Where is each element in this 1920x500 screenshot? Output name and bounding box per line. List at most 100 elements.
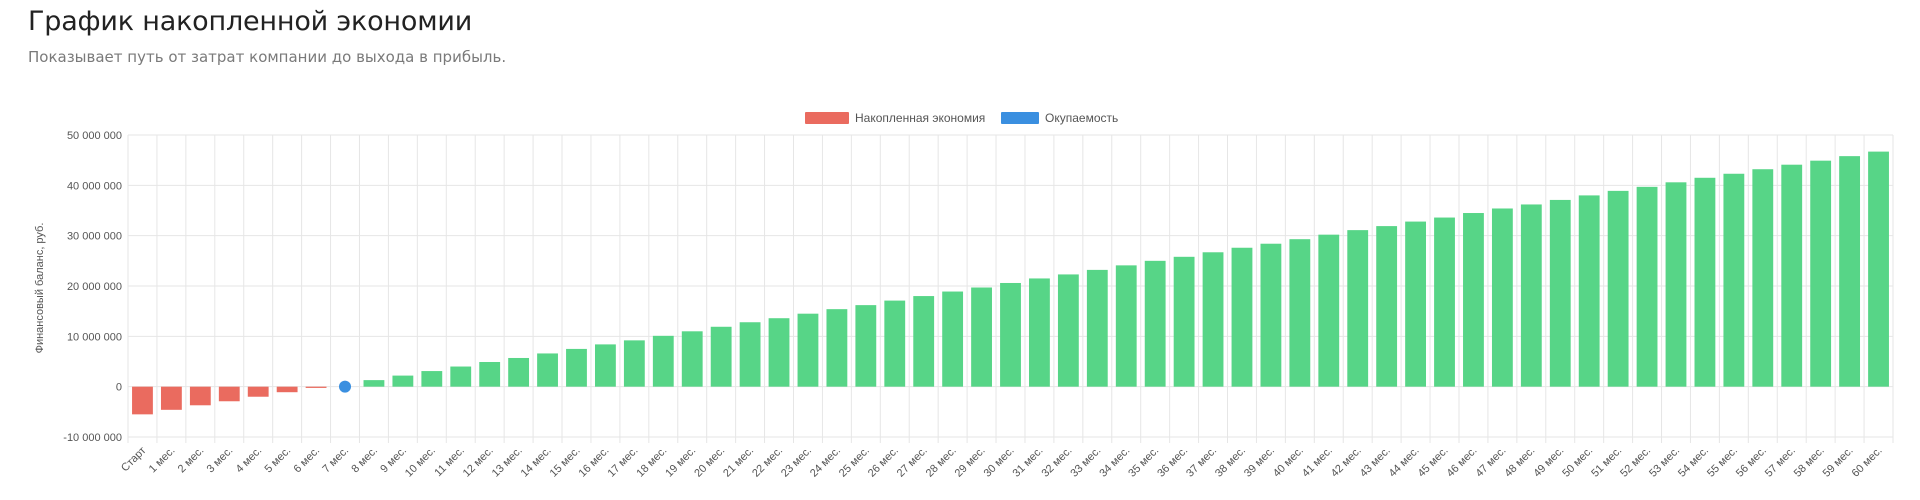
x-tick-label: 44 мес. bbox=[1387, 445, 1422, 480]
bar-15 мес.[interactable] bbox=[566, 348, 587, 387]
legend-swatch-payback[interactable] bbox=[1001, 112, 1039, 124]
x-tick-label: 30 мес. bbox=[982, 445, 1017, 480]
y-axis-ticks: 50 000 000 40 000 000 30 000 000 20 000 000… bbox=[63, 130, 122, 444]
bar-17 мес.[interactable] bbox=[623, 340, 645, 387]
bar-28 мес.[interactable] bbox=[942, 291, 964, 387]
x-tick-label: 32 мес. bbox=[1039, 445, 1074, 480]
bar-1 мес.[interactable] bbox=[160, 386, 182, 410]
x-tick-label: 7 мес. bbox=[320, 445, 351, 476]
bar-45 мес.[interactable] bbox=[1434, 217, 1455, 387]
x-tick-label: 43 мес. bbox=[1358, 445, 1393, 480]
x-tick-label: 47 мес. bbox=[1473, 445, 1508, 480]
payback-point[interactable] bbox=[339, 380, 352, 393]
x-tick-label: 6 мес. bbox=[291, 445, 322, 476]
bar-42 мес.[interactable] bbox=[1347, 230, 1369, 387]
bar-5 мес.[interactable] bbox=[276, 386, 298, 393]
bar-37 мес.[interactable] bbox=[1202, 252, 1224, 387]
bar-30 мес.[interactable] bbox=[1000, 282, 1021, 387]
bar-41 мес.[interactable] bbox=[1318, 234, 1340, 387]
bar-60 мес.[interactable] bbox=[1868, 151, 1889, 387]
bar-16 мес.[interactable] bbox=[595, 344, 616, 387]
bar-10 мес.[interactable] bbox=[421, 371, 443, 387]
bar-55 мес.[interactable] bbox=[1723, 173, 1745, 387]
bar-6 мес.[interactable] bbox=[305, 386, 327, 388]
x-tick-label: 33 мес. bbox=[1068, 445, 1103, 480]
y-tick-label: 0 bbox=[116, 382, 122, 394]
x-tick-label: 28 мес. bbox=[924, 445, 959, 480]
bar-4 мес.[interactable] bbox=[247, 386, 269, 397]
bar-9 мес.[interactable] bbox=[392, 375, 414, 387]
x-tick-label: 2 мес. bbox=[176, 445, 207, 476]
x-tick-label: 38 мес. bbox=[1213, 445, 1248, 480]
x-tick-label: 60 мес. bbox=[1850, 445, 1885, 480]
bar-50 мес.[interactable] bbox=[1578, 195, 1600, 387]
bar-43 мес.[interactable] bbox=[1376, 226, 1398, 387]
x-tick-label: 35 мес. bbox=[1126, 445, 1161, 480]
bar-11 мес.[interactable] bbox=[450, 366, 472, 387]
x-tick-label: 37 мес. bbox=[1184, 445, 1219, 480]
legend-swatch-savings[interactable] bbox=[805, 112, 849, 124]
bar-12 мес.[interactable] bbox=[479, 362, 501, 387]
x-tick-label: Старт bbox=[119, 445, 149, 475]
bar-24 мес.[interactable] bbox=[826, 309, 848, 387]
x-tick-label: 16 мес. bbox=[577, 445, 612, 480]
bar-46 мес.[interactable] bbox=[1463, 213, 1484, 387]
x-tick-label: 34 мес. bbox=[1097, 445, 1132, 480]
bar-47 мес.[interactable] bbox=[1491, 208, 1513, 387]
bar-36 мес.[interactable] bbox=[1173, 256, 1195, 387]
x-tick-label: 3 мес. bbox=[205, 445, 236, 476]
x-tick-label: 36 мес. bbox=[1155, 445, 1190, 480]
bar-8 мес.[interactable] bbox=[363, 380, 385, 387]
x-tick-label: 51 мес. bbox=[1589, 445, 1624, 480]
bar-40 мес.[interactable] bbox=[1289, 239, 1311, 387]
bar-34 мес.[interactable] bbox=[1115, 265, 1137, 387]
x-tick-label: 54 мес. bbox=[1676, 445, 1711, 480]
bar-35 мес.[interactable] bbox=[1144, 260, 1166, 387]
bar-14 мес.[interactable] bbox=[537, 353, 558, 387]
bar-51 мес.[interactable] bbox=[1607, 190, 1629, 387]
bar-22 мес.[interactable] bbox=[768, 318, 790, 387]
x-tick-label: 27 мес. bbox=[895, 445, 930, 480]
bar-54 мес.[interactable] bbox=[1694, 177, 1716, 387]
bar-33 мес.[interactable] bbox=[1086, 269, 1108, 387]
bar-23 мес.[interactable] bbox=[797, 313, 819, 387]
bar-13 мес.[interactable] bbox=[508, 357, 530, 387]
bar-3 мес.[interactable] bbox=[218, 386, 240, 402]
bar-29 мес.[interactable] bbox=[971, 287, 992, 387]
x-tick-label: 20 мес. bbox=[692, 445, 727, 480]
bar-18 мес.[interactable] bbox=[652, 335, 674, 387]
bar-25 мес.[interactable] bbox=[855, 305, 877, 387]
bar-Старт[interactable] bbox=[132, 386, 153, 415]
bar-49 мес.[interactable] bbox=[1549, 199, 1571, 387]
x-tick-label: 8 мес. bbox=[349, 445, 380, 476]
bar-59 мес.[interactable] bbox=[1839, 156, 1861, 387]
x-tick-label: 40 мес. bbox=[1271, 445, 1306, 480]
bar-19 мес.[interactable] bbox=[681, 331, 703, 387]
bar-48 мес.[interactable] bbox=[1520, 204, 1542, 387]
legend-label-savings[interactable]: Накопленная экономия bbox=[855, 111, 985, 125]
bar-32 мес.[interactable] bbox=[1057, 274, 1079, 387]
bar-20 мес.[interactable] bbox=[710, 326, 732, 387]
chart-legend: Накопленная экономия Окупаемость bbox=[805, 111, 1118, 125]
x-tick-label: 53 мес. bbox=[1647, 445, 1682, 480]
bar-57 мес.[interactable] bbox=[1781, 164, 1803, 387]
x-tick-label: 18 мес. bbox=[634, 445, 669, 480]
savings-chart: 50 000 000 40 000 000 30 000 000 20 000 000… bbox=[0, 100, 1920, 500]
x-tick-label: 29 мес. bbox=[953, 445, 988, 480]
legend-label-payback[interactable]: Окупаемость bbox=[1045, 111, 1118, 125]
bar-31 мес.[interactable] bbox=[1029, 278, 1050, 387]
bar-52 мес.[interactable] bbox=[1636, 186, 1658, 387]
bar-58 мес.[interactable] bbox=[1810, 160, 1832, 387]
bar-56 мес.[interactable] bbox=[1752, 169, 1774, 387]
bar-2 мес.[interactable] bbox=[189, 386, 211, 406]
bar-39 мес.[interactable] bbox=[1260, 243, 1282, 387]
bar-26 мес.[interactable] bbox=[884, 300, 906, 387]
bar-53 мес.[interactable] bbox=[1665, 182, 1687, 387]
bar-44 мес.[interactable] bbox=[1405, 221, 1426, 387]
bar-38 мес.[interactable] bbox=[1231, 247, 1253, 387]
bar-27 мес.[interactable] bbox=[913, 296, 935, 387]
bar-21 мес.[interactable] bbox=[739, 322, 761, 387]
x-tick-label: 59 мес. bbox=[1821, 445, 1856, 480]
x-tick-label: 12 мес. bbox=[461, 445, 496, 480]
